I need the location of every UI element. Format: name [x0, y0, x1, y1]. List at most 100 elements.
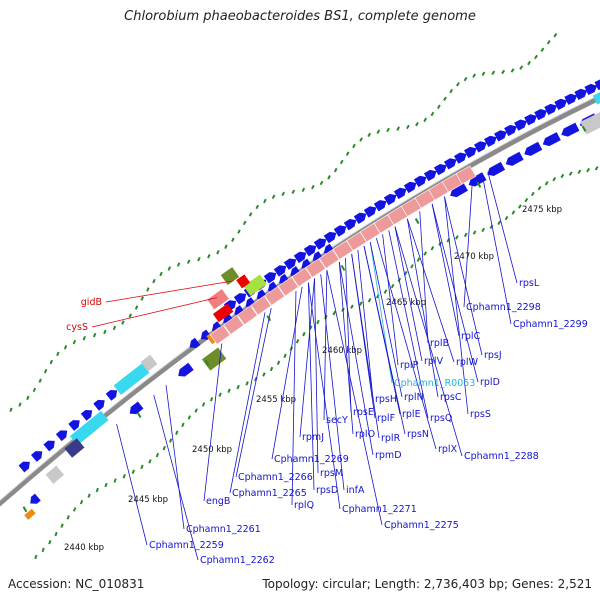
kbp-tick	[414, 218, 420, 225]
gc-dot	[82, 336, 86, 341]
gc-dot	[43, 368, 48, 374]
gc-dot	[295, 338, 300, 344]
cds-arrow	[43, 440, 55, 452]
gc-dot	[386, 127, 390, 133]
gc-dot	[95, 487, 99, 493]
kbp-label: 2465 kbp	[386, 298, 426, 308]
gene-label: rplO	[355, 429, 375, 440]
gc-dot	[376, 129, 381, 135]
kbp-label: 2470 kbp	[454, 252, 494, 262]
gc-dot	[236, 384, 240, 390]
gc-dot	[455, 235, 459, 240]
gene-label: Cphamn1_2271	[342, 504, 417, 515]
cds-arrow	[373, 200, 387, 212]
gc-dot	[352, 143, 356, 149]
gc-dot	[410, 264, 414, 269]
gc-dot	[167, 266, 172, 271]
gene-label: rpmJ	[302, 432, 324, 443]
kbp-label: 2440 kbp	[64, 543, 104, 553]
cds-arrow	[263, 272, 277, 284]
gc-dot	[66, 515, 70, 520]
gc-dot	[38, 378, 42, 383]
leader-line	[323, 270, 328, 421]
cds-arrow	[594, 79, 600, 91]
gene-label: rplC	[461, 331, 481, 342]
rrna-segment	[291, 267, 313, 288]
gc-dot	[79, 499, 84, 505]
gene-label: rplN	[404, 392, 424, 403]
gc-dot	[518, 204, 522, 209]
leader-line	[406, 218, 439, 398]
leader-line	[357, 249, 374, 400]
leader-line	[229, 312, 266, 494]
leader-line	[307, 282, 315, 491]
cds-arrow	[93, 399, 105, 411]
cds-arrow	[464, 146, 477, 159]
gc-dot	[430, 111, 435, 117]
cds-arrow	[542, 132, 561, 147]
gc-dot	[430, 246, 435, 251]
gc-dot	[491, 70, 496, 75]
leader-line	[291, 291, 297, 506]
kbp-label: 2475 kbp	[522, 205, 562, 215]
gene-label: Cphamn1_2269	[274, 454, 349, 465]
cds-arrow	[313, 238, 327, 250]
gc-dot	[41, 547, 45, 553]
map-title: Chlorobium phaeobacteroides BS1, complet…	[124, 9, 476, 24]
gc-dot	[568, 171, 573, 176]
leader-line	[388, 230, 429, 419]
gc-dot	[276, 360, 281, 365]
leader-line	[345, 257, 352, 413]
gc-dot	[537, 185, 542, 191]
leader-line	[320, 274, 345, 491]
kbp-tick	[476, 181, 482, 188]
gc-dot	[359, 137, 363, 142]
gc-dot	[534, 54, 538, 60]
rrna-segment	[236, 305, 258, 326]
leader-line	[431, 203, 460, 337]
gene-labels: gidB cysS rpsL Cphamn1_2298 Cphamn1_2299 rplC…	[66, 278, 588, 566]
cds-arrow	[129, 401, 144, 415]
gc-dot	[194, 408, 198, 413]
cds-arrow	[544, 103, 558, 116]
cds-arrow	[433, 164, 447, 176]
gc-dot	[530, 191, 535, 197]
cds-arrow	[293, 251, 307, 264]
gc-dot	[406, 124, 410, 130]
gc-dot	[201, 402, 206, 407]
gc-dot	[472, 73, 477, 78]
gc-dot	[456, 82, 460, 87]
gc-dot	[128, 313, 132, 318]
navy-feature	[64, 438, 85, 458]
cds-arrow	[443, 158, 457, 170]
kbp-tick	[204, 359, 210, 366]
gene-label: rpsC	[440, 392, 462, 403]
gene-label: Cphamn1_2262	[200, 555, 275, 566]
gene-label: cysS	[66, 322, 88, 333]
gc-dot	[209, 396, 214, 402]
gc-dot	[390, 283, 395, 289]
gc-dot	[283, 353, 287, 359]
gc-dot	[510, 68, 515, 73]
cds-arrow	[474, 141, 487, 153]
gc-dot	[524, 197, 529, 203]
gc-dot	[519, 65, 524, 70]
leader-line	[105, 280, 234, 303]
gc-dot	[224, 244, 228, 250]
gc-dot	[263, 198, 267, 204]
cds-arrow	[554, 98, 568, 110]
cds-arrow	[524, 114, 537, 126]
cds-arrow	[504, 124, 517, 137]
gc-dot	[546, 40, 551, 45]
gc-dot	[140, 464, 144, 470]
cds-arrow	[283, 258, 297, 270]
gene-label: rplF	[377, 413, 395, 424]
gc-dot	[594, 165, 599, 171]
gc-dot	[216, 250, 220, 255]
gene-label: rpsQ	[430, 413, 452, 424]
red-feature	[212, 303, 234, 323]
leader-line	[91, 297, 218, 328]
gc-dot	[245, 381, 249, 386]
gene-label: rpsE	[353, 407, 374, 418]
gene-label: Cphamn1_2275	[384, 520, 459, 531]
